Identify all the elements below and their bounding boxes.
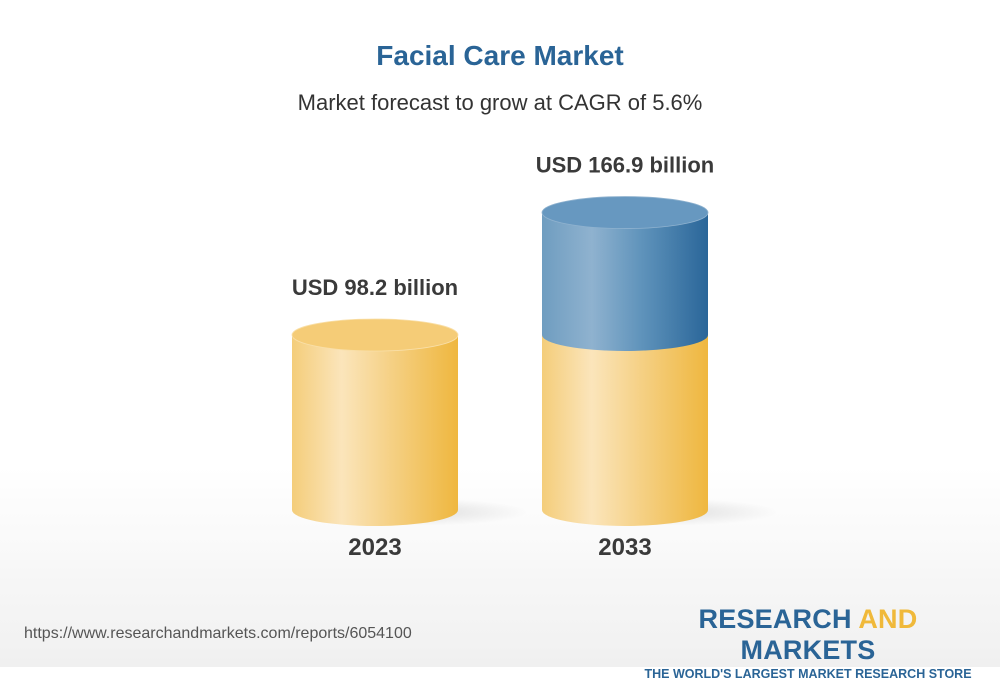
- category-label: 2033: [598, 534, 651, 561]
- bar-top-ellipse: [291, 318, 459, 352]
- bar-top-ellipse: [541, 196, 709, 229]
- chart-title: Facial Care Market: [376, 40, 624, 71]
- bar-2033-base: [542, 335, 708, 526]
- chart-subtitle: Market forecast to grow at CAGR of 5.6%: [297, 90, 703, 115]
- research-and-markets-logo: RESEARCH AND MARKETS THE WORLD'S LARGEST…: [644, 604, 972, 681]
- bar-2033-growth: [542, 212, 708, 351]
- data-label: USD 166.9 billion: [536, 153, 715, 178]
- report-url[interactable]: https://www.researchandmarkets.com/repor…: [24, 625, 412, 642]
- cylinder-chart: USD 98.2 billion 2023 USD 166.9 billion 203…: [291, 153, 778, 561]
- category-label: 2023: [348, 534, 401, 561]
- data-label: USD 98.2 billion: [292, 275, 458, 300]
- bar-2023-base: [292, 335, 458, 526]
